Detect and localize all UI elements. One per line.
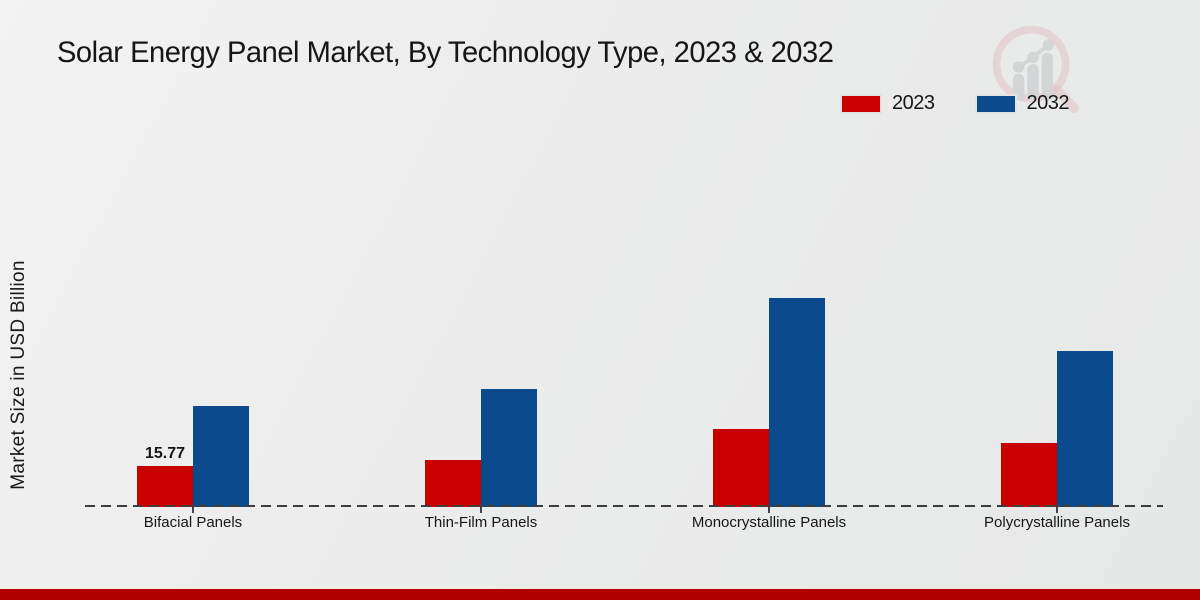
bar-2032-polycrystalline-panels (1057, 351, 1113, 507)
category-label-thin-film-panels: Thin-Film Panels (424, 514, 538, 531)
bar-2023-monocrystalline-panels (713, 429, 769, 507)
bar-2023-bifacial-panels (137, 466, 193, 507)
legend-item-2032: 2032 (974, 92, 1070, 115)
category-tick-bifacial-panels (192, 507, 194, 513)
legend-label: 2023 (892, 92, 935, 114)
category-label-monocrystalline-panels: Monocrystalline Panels (691, 514, 847, 531)
legend-swatch-2032 (974, 93, 1017, 114)
value-label-2023: 15.77 (144, 445, 186, 462)
footer-accent-bar (0, 589, 1200, 600)
category-tick-monocrystalline-panels (768, 507, 770, 513)
chart-title: Solar Energy Panel Market, By Technology… (57, 36, 834, 69)
bar-chart-magnifier-logo-icon (985, 20, 1081, 116)
legend-item-2023: 2023 (840, 92, 935, 115)
bar-2023-polycrystalline-panels (1001, 443, 1057, 507)
bar-group-monocrystalline-panels (713, 298, 825, 507)
legend-swatch-2023 (840, 93, 882, 114)
bar-group-polycrystalline-panels (1001, 351, 1113, 507)
x-axis-baseline (85, 505, 1163, 507)
legend: 2023 2032 (840, 92, 1069, 115)
legend-label: 2032 (1026, 92, 1070, 114)
category-label-polycrystalline-panels: Polycrystalline Panels (984, 514, 1130, 531)
bar-2032-thin-film-panels (481, 389, 537, 507)
category-label-bifacial-panels: Bifacial Panels (143, 514, 243, 531)
bar-group-bifacial-panels (137, 405, 249, 507)
bar-2032-bifacial-panels (193, 405, 249, 507)
category-tick-polycrystalline-panels (1056, 507, 1058, 513)
category-tick-thin-film-panels (480, 507, 482, 513)
bar-2023-thin-film-panels (425, 459, 481, 507)
bar-2032-monocrystalline-panels (769, 298, 825, 507)
bar-group-thin-film-panels (425, 389, 537, 507)
